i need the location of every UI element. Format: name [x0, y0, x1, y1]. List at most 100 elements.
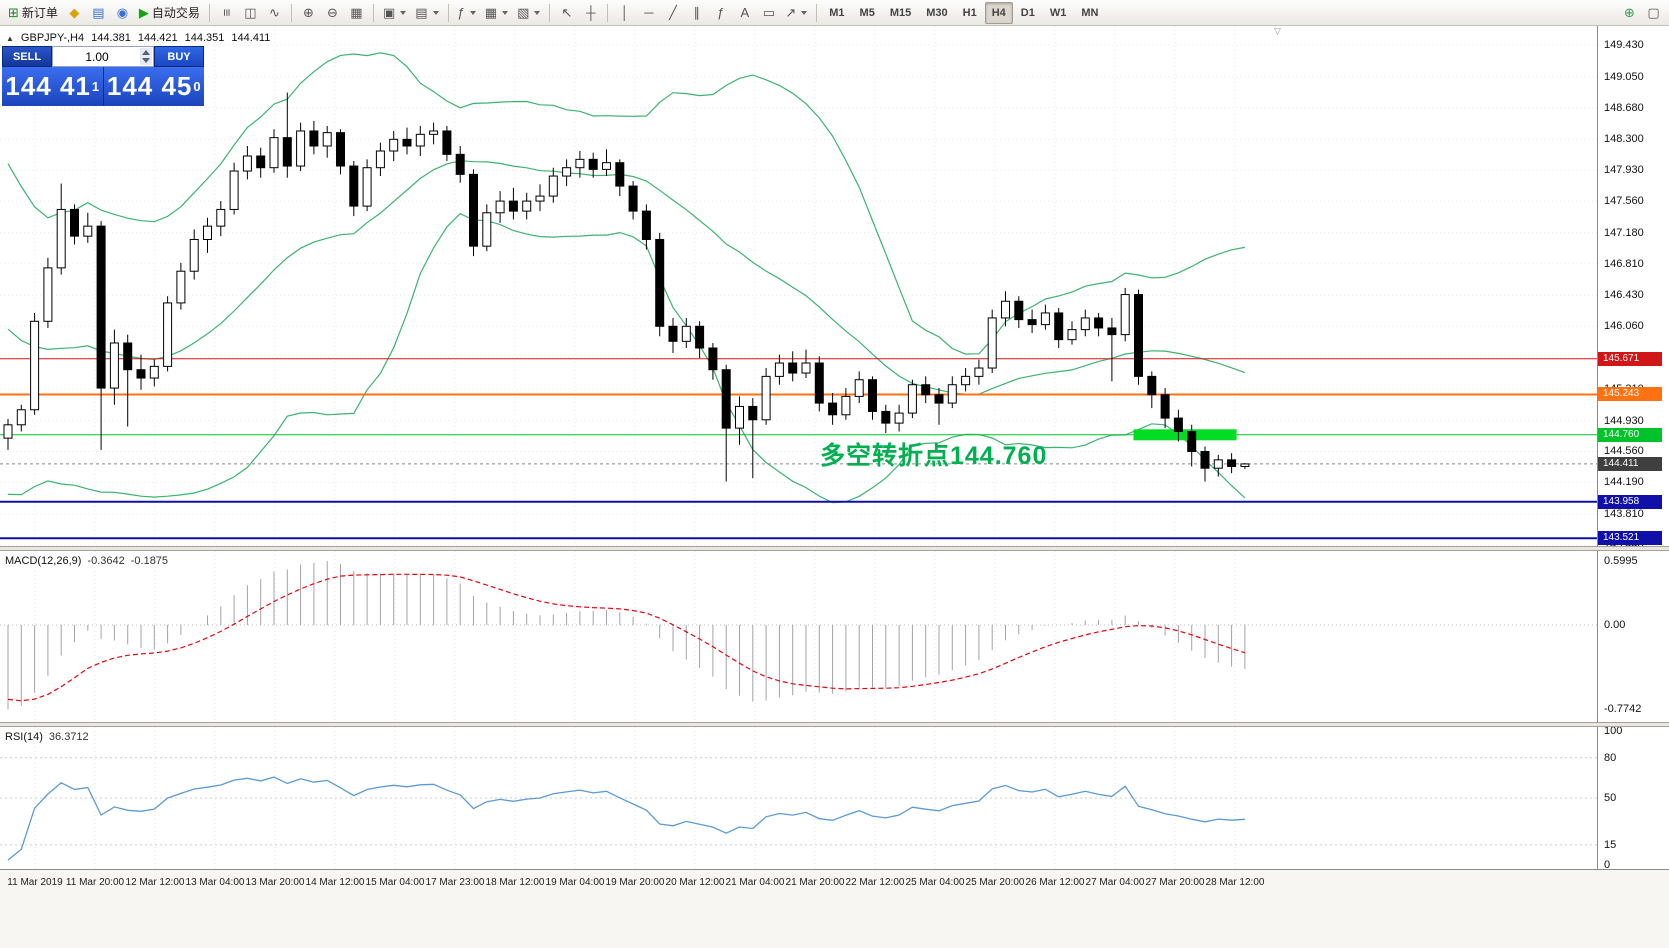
arrows-button[interactable]: ↗: [781, 2, 811, 24]
templates-caret-icon: [534, 10, 541, 15]
indicators-caret-icon: [469, 10, 476, 15]
price-axis-label: 144.190: [1604, 476, 1644, 488]
crosshair-icon: ┼: [586, 5, 596, 20]
price-axis-label: 147.560: [1604, 195, 1644, 207]
toolbar-separator: [290, 3, 292, 22]
rsi-axis-label: 15: [1604, 839, 1617, 851]
rsi-panel[interactable]: RSI(14) 36.3712: [0, 727, 1597, 869]
timeframe-m30-button[interactable]: M30: [919, 2, 954, 24]
volume-input[interactable]: [53, 47, 153, 66]
tile-windows-button[interactable]: ▦: [345, 2, 368, 24]
rsi-panel-splitter[interactable]: [0, 722, 1669, 727]
time-axis-label: 19 Mar 20:00: [605, 877, 665, 888]
rsi-value: 36.3712: [48, 731, 89, 743]
periods-icon: ▦: [484, 5, 498, 20]
trendline-button[interactable]: ╱: [661, 2, 684, 24]
text-label-button[interactable]: ▭: [757, 2, 780, 24]
time-axis-label: 20 Mar 12:00: [665, 877, 725, 888]
navigator-button[interactable]: ◉: [111, 2, 134, 24]
macd-name: MACD(12,26,9): [5, 555, 82, 567]
buy-price-button[interactable]: 144 45 0: [103, 67, 204, 106]
timeframe-h4-button[interactable]: H4: [984, 1, 1013, 24]
zoom-out-button[interactable]: ⊖: [321, 2, 344, 24]
chart-text-annotation[interactable]: 多空转折点144.760: [820, 442, 1048, 470]
toolbar-separator: [372, 3, 374, 22]
fibonacci-button[interactable]: ƒ: [709, 2, 732, 24]
macd-panel-splitter[interactable]: [0, 546, 1669, 551]
rsi-axis-label: 80: [1604, 752, 1617, 764]
time-axis-label: 21 Mar 20:00: [785, 877, 845, 888]
volume-spinner: [140, 48, 152, 65]
macd-axis-label: -0.7742: [1604, 703, 1642, 715]
bar-chart-button[interactable]: ≡: [215, 2, 238, 24]
hline-price-tag: 145.671: [1598, 352, 1662, 366]
macd-axis-label: 0.00: [1604, 619, 1626, 631]
fibonacci-icon: ƒ: [717, 5, 725, 20]
profiles-button[interactable]: ▤: [411, 2, 442, 24]
volume-up-icon[interactable]: [142, 50, 150, 55]
text-icon: A: [740, 5, 750, 20]
time-axis-label: 15 Mar 04:00: [365, 877, 425, 888]
text-button[interactable]: A: [733, 2, 756, 24]
timeframe-m5-button[interactable]: M5: [853, 2, 882, 24]
popup-prices-button[interactable]: ▢: [1642, 2, 1665, 24]
rsi-axis-label: 100: [1604, 725, 1623, 737]
market-watch-button[interactable]: ▤: [87, 2, 110, 24]
macd-panel[interactable]: MACD(12,26,9) -0.3642 -0.1875: [0, 551, 1597, 722]
sell-button[interactable]: SELL: [2, 46, 52, 67]
timeframe-m1-button[interactable]: M1: [822, 2, 851, 24]
rsi-canvas[interactable]: [0, 727, 1597, 869]
chart-symbol: GBPJPY-,H4: [20, 32, 85, 44]
timeframe-w1-button[interactable]: W1: [1043, 2, 1074, 24]
profiles-caret-icon: [432, 10, 439, 15]
toolbar-separator: [447, 3, 449, 22]
templates-button[interactable]: ▧: [513, 2, 544, 24]
price-chart-canvas[interactable]: [0, 26, 1597, 546]
main-chart-panel[interactable]: ▲ GBPJPY-,H4 144.381 144.421 144.351 144…: [0, 26, 1597, 546]
metaeditor-button[interactable]: ◆: [63, 2, 86, 24]
auto-trading-button[interactable]: ▶ 自动交易: [135, 2, 204, 24]
time-axis-label: 22 Mar 12:00: [845, 877, 905, 888]
crosshair-button[interactable]: ┼: [579, 2, 602, 24]
new-order-button[interactable]: ⊞ 新订单: [4, 2, 62, 24]
horizontal-line-button[interactable]: ─: [637, 2, 660, 24]
chart-ohlc-header: ▲ GBPJPY-,H4 144.381 144.421 144.351 144…: [6, 32, 270, 44]
price-axis[interactable]: 149.430 149.050 148.680 148.300 147.930 147.5…: [1597, 26, 1669, 871]
time-axis-label: 12 Mar 12:00: [125, 877, 185, 888]
buy-price-value: 144 45: [106, 71, 193, 101]
chart-shift-marker-icon[interactable]: ▽: [1274, 26, 1281, 36]
new-chart-button[interactable]: ▣: [379, 2, 410, 24]
one-click-collapse-icon[interactable]: ▲: [6, 33, 14, 43]
candlestick-chart-button[interactable]: ◫: [239, 2, 262, 24]
time-axis-label: 11 Mar 2019: [7, 877, 63, 888]
search-button[interactable]: ⊕: [1618, 2, 1641, 24]
periods-button[interactable]: ▦: [481, 2, 512, 24]
main-toolbar: ⊞ 新订单 ◆ ▤ ◉ ▶ 自动交易 ≡ ◫ ∿ ⊕ ⊖ ▦ ▣ ▤ ƒ ▦ ▧ ↖ ┼ │ ─ ╱ ∥ ƒ A ▭ ↗ M1 M5 M15…: [0, 0, 1669, 26]
time-axis[interactable]: 11 Mar 2019 11 Mar 20:00 12 Mar 12:00 13 Ma…: [0, 869, 1669, 948]
line-chart-button[interactable]: ∿: [263, 2, 286, 24]
search-icon: ⊕: [1624, 5, 1635, 20]
timeframe-mn-button[interactable]: MN: [1074, 2, 1105, 24]
buy-button[interactable]: BUY: [154, 46, 204, 67]
cursor-icon: ↖: [561, 5, 573, 20]
hline-price-tag: 145.243: [1598, 387, 1662, 401]
metaeditor-icon: ◆: [69, 5, 80, 20]
sell-price-button[interactable]: 144 41 1: [2, 67, 104, 106]
timeframe-m15-button[interactable]: M15: [883, 2, 918, 24]
macd-value-main: -0.3642: [87, 555, 125, 567]
line-chart-icon: ∿: [268, 5, 280, 20]
volume-down-icon[interactable]: [142, 58, 150, 63]
timeframe-d1-button[interactable]: D1: [1014, 2, 1042, 24]
horizontal-line-icon: ─: [644, 5, 654, 20]
equidistant-channel-button[interactable]: ∥: [685, 2, 708, 24]
zoom-in-button[interactable]: ⊕: [297, 2, 320, 24]
timeframe-h1-button[interactable]: H1: [956, 2, 984, 24]
macd-canvas[interactable]: [0, 551, 1597, 722]
vertical-line-button[interactable]: │: [613, 2, 636, 24]
cursor-button[interactable]: ↖: [555, 2, 578, 24]
price-axis-label: 144.560: [1604, 445, 1644, 457]
price-axis-label: 147.930: [1604, 164, 1644, 176]
indicators-button[interactable]: ƒ: [454, 2, 480, 24]
text-label-icon: ▭: [762, 5, 775, 20]
